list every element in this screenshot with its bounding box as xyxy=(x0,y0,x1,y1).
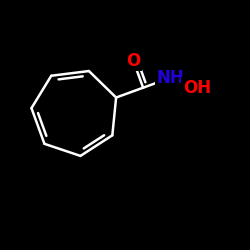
Text: NH: NH xyxy=(156,69,184,87)
Text: O: O xyxy=(126,52,140,70)
Text: OH: OH xyxy=(183,79,211,97)
